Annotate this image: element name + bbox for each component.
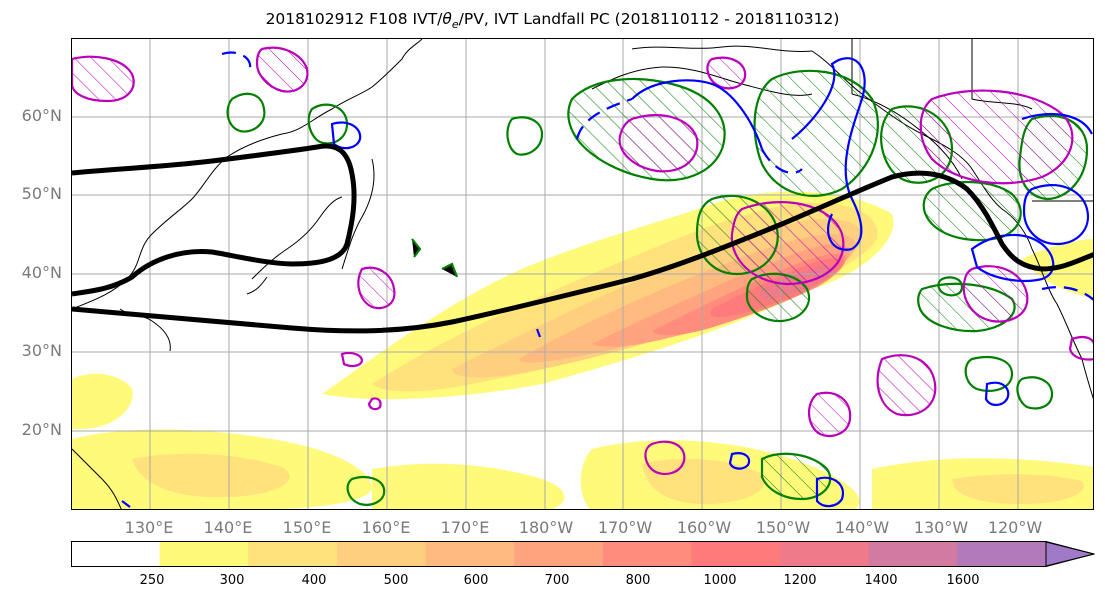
lat-label: 20°N bbox=[21, 420, 62, 439]
lon-label: 180°W bbox=[518, 518, 574, 537]
lat-label: 30°N bbox=[21, 341, 62, 360]
lon-label: 140°E bbox=[203, 518, 253, 537]
colorbar-tick-label: 1000 bbox=[703, 573, 737, 588]
lon-label: 150°W bbox=[755, 518, 811, 537]
map-canvas bbox=[72, 39, 1093, 509]
colorbar-tick-label: 250 bbox=[139, 573, 165, 588]
lon-label: 140°W bbox=[834, 518, 890, 537]
colorbar-extend-arrow bbox=[1045, 541, 1095, 567]
lon-label: 170°W bbox=[597, 518, 653, 537]
lon-label: 160°W bbox=[676, 518, 732, 537]
colorbar-block bbox=[780, 541, 870, 567]
colorbar-block bbox=[868, 541, 958, 567]
title-theta-sub: e bbox=[451, 18, 459, 32]
colorbar-tick-label: 1400 bbox=[864, 573, 898, 588]
colorbar-block bbox=[691, 541, 781, 567]
title-suffix: /PV, IVT Landfall PC (2018110112 - 20181… bbox=[458, 10, 840, 28]
lon-label: 170°E bbox=[440, 518, 490, 537]
colorbar-tick-label: 300 bbox=[219, 573, 245, 588]
colorbar-block bbox=[602, 541, 693, 567]
lon-label: 150°E bbox=[282, 518, 332, 537]
lon-label: 130°W bbox=[913, 518, 969, 537]
map-panel bbox=[71, 38, 1094, 510]
landfall-pc-contour bbox=[72, 143, 1093, 334]
title-theta: θ bbox=[442, 10, 452, 28]
colorbar-tick-label: 1600 bbox=[946, 573, 980, 588]
colorbar-block bbox=[957, 541, 1047, 567]
colorbar-tick-label: 800 bbox=[625, 573, 651, 588]
colorbar-block bbox=[248, 541, 338, 567]
colorbar-tick-label: 500 bbox=[383, 573, 409, 588]
colorbar-block bbox=[336, 541, 427, 567]
colorbar bbox=[71, 541, 1095, 567]
ivt-shading bbox=[72, 191, 1093, 509]
colorbar-block bbox=[514, 541, 604, 567]
lat-label: 60°N bbox=[21, 106, 62, 125]
colorbar-block bbox=[425, 541, 515, 567]
title-prefix: 2018102912 F108 IVT/ bbox=[265, 10, 443, 28]
colorbar-tick-label: 600 bbox=[463, 573, 489, 588]
lon-label: 120°W bbox=[987, 518, 1043, 537]
lat-label: 40°N bbox=[21, 263, 62, 282]
figure-title: 2018102912 F108 IVT/θe/PV, IVT Landfall … bbox=[0, 10, 1105, 31]
magenta-contours bbox=[72, 46, 1093, 476]
lon-label: 130°E bbox=[124, 518, 174, 537]
colorbar-tick-label: 1200 bbox=[783, 573, 817, 588]
colorbar-tick-label: 700 bbox=[544, 573, 570, 588]
colorbar-block bbox=[159, 541, 249, 567]
lat-label: 50°N bbox=[21, 184, 62, 203]
lon-label: 160°E bbox=[361, 518, 411, 537]
pv-contours bbox=[121, 51, 1093, 508]
colorbar-block bbox=[71, 541, 161, 567]
colorbar-tick-label: 400 bbox=[301, 573, 327, 588]
